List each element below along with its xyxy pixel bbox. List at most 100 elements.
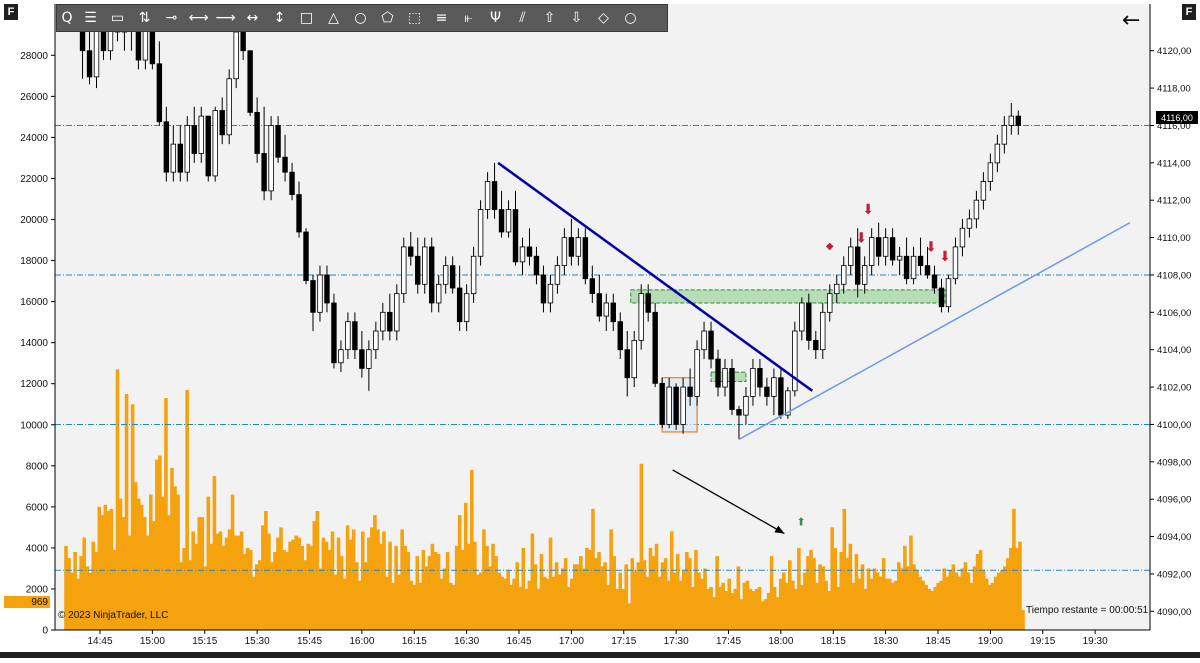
support-zone <box>710 371 747 382</box>
candle-up <box>785 390 791 416</box>
volume-bar <box>415 556 420 630</box>
volume-bar <box>148 494 153 630</box>
volume-bar <box>700 578 704 630</box>
volume-bar <box>82 537 86 630</box>
price-marker-tool-icon[interactable]: ⊸ <box>165 10 178 26</box>
volume-bar <box>642 560 647 630</box>
volume-bar <box>391 582 395 630</box>
candle-down <box>708 330 714 360</box>
line-tool-icon[interactable]: ⟷ <box>188 10 209 26</box>
volume-bar <box>669 531 674 630</box>
candle-down <box>589 278 596 295</box>
volume-bar <box>242 554 247 630</box>
candle-down <box>261 153 267 192</box>
candle-down <box>659 382 665 425</box>
pitchfork-tool-icon[interactable]: Ψ <box>489 10 502 26</box>
region-tool-icon[interactable]: ⬚ <box>407 10 422 26</box>
volume-bar <box>215 533 220 630</box>
candle-down <box>687 386 693 397</box>
downtrend-line <box>497 161 814 392</box>
diamond-tool-icon[interactable]: ◇ <box>598 10 609 26</box>
vertical-line-tool-icon[interactable]: ↕ <box>273 10 286 26</box>
arrow-up-tool-icon[interactable]: ⇧ <box>543 10 556 26</box>
volume-bar <box>164 398 168 630</box>
volume-bar <box>860 564 865 630</box>
ellipse-tool-icon[interactable]: ○ <box>354 10 367 26</box>
volume-bar <box>97 506 102 630</box>
volume-bar <box>948 570 953 630</box>
volume-bar <box>348 539 353 630</box>
candle-up <box>268 125 274 192</box>
volume-tick-label: 12000 <box>20 379 48 390</box>
volume-bar <box>663 558 668 630</box>
volume-bar <box>1009 547 1013 630</box>
volume-tick-label: 26000 <box>20 92 48 103</box>
price-tick-label: 4112,00 <box>1157 196 1191 207</box>
candle-up <box>317 274 323 313</box>
panel-flag-right[interactable]: F <box>1182 4 1196 20</box>
arrow-down-tool-icon[interactable]: ⇩ <box>570 10 583 26</box>
volume-bar <box>288 541 292 630</box>
volume-bar <box>339 556 344 630</box>
volume-bar <box>1003 566 1007 630</box>
volume-bar <box>112 549 117 630</box>
ruler-tool-icon[interactable]: ▭ <box>110 10 125 26</box>
volume-bar <box>73 552 77 630</box>
candle-down <box>191 125 197 154</box>
volume-bar <box>763 599 768 630</box>
extended-line-tool-icon[interactable]: ↔ <box>246 10 259 26</box>
triangle-tool-icon[interactable]: △ <box>328 10 339 26</box>
parallel-tool-icon[interactable]: ⫽ <box>519 10 526 26</box>
candle-down <box>806 302 812 341</box>
cursor-tool-icon[interactable]: Q <box>61 10 73 26</box>
volume-tick-label: 24000 <box>20 133 48 144</box>
volume-bar <box>778 578 783 630</box>
volume-bar <box>182 547 186 630</box>
candle-down <box>79 31 86 52</box>
polygon-tool-icon[interactable]: ⬠ <box>381 10 394 26</box>
time-cycles-tool-icon[interactable]: ⫦ <box>464 10 473 26</box>
volume-bar <box>603 562 607 630</box>
circle-tool-icon[interactable]: ○ <box>624 10 637 26</box>
volume-bar <box>748 588 753 630</box>
risk-reward-tool-icon[interactable]: ⇅ <box>138 10 151 26</box>
volume-bar <box>267 533 271 630</box>
indicator-tool-icon[interactable]: ☰ <box>84 10 97 26</box>
volume-bar <box>142 517 147 630</box>
volume-bar <box>67 558 71 630</box>
candle-up <box>366 349 372 369</box>
volume-bar <box>794 588 798 630</box>
volume-bar <box>173 486 177 630</box>
volume-bar <box>900 568 904 630</box>
volume-bar <box>364 562 368 630</box>
time-tick-label: 18:15 <box>821 636 846 647</box>
volume-bar <box>830 527 835 630</box>
volume-bar <box>585 547 589 630</box>
volume-bar <box>851 582 856 630</box>
volume-bar <box>503 578 507 630</box>
volume-tick-label: 10000 <box>20 420 48 431</box>
candle-down <box>352 321 358 351</box>
candle-down <box>310 280 316 313</box>
volume-bar <box>821 566 825 630</box>
volume-bar <box>127 535 132 630</box>
candle-down <box>512 209 519 263</box>
candle-down <box>247 50 253 113</box>
volume-bar <box>276 537 280 630</box>
volume-arrow-head <box>774 525 785 534</box>
candle-up <box>743 396 749 416</box>
volume-bar <box>258 560 262 630</box>
candle-up <box>212 110 218 177</box>
volume-bar <box>709 586 713 630</box>
volume-bar <box>406 552 411 630</box>
rectangle-tool-icon[interactable]: □ <box>299 10 314 26</box>
candle-up <box>792 330 798 392</box>
ray-tool-icon[interactable]: ⟶ <box>215 10 236 26</box>
fibonacci-tool-icon[interactable]: ≡ <box>435 10 448 26</box>
panel-flag-left[interactable]: F <box>4 4 18 20</box>
candle-down <box>282 156 288 173</box>
volume-bar <box>330 531 335 630</box>
back-arrow-icon[interactable]: ← <box>1122 8 1141 33</box>
